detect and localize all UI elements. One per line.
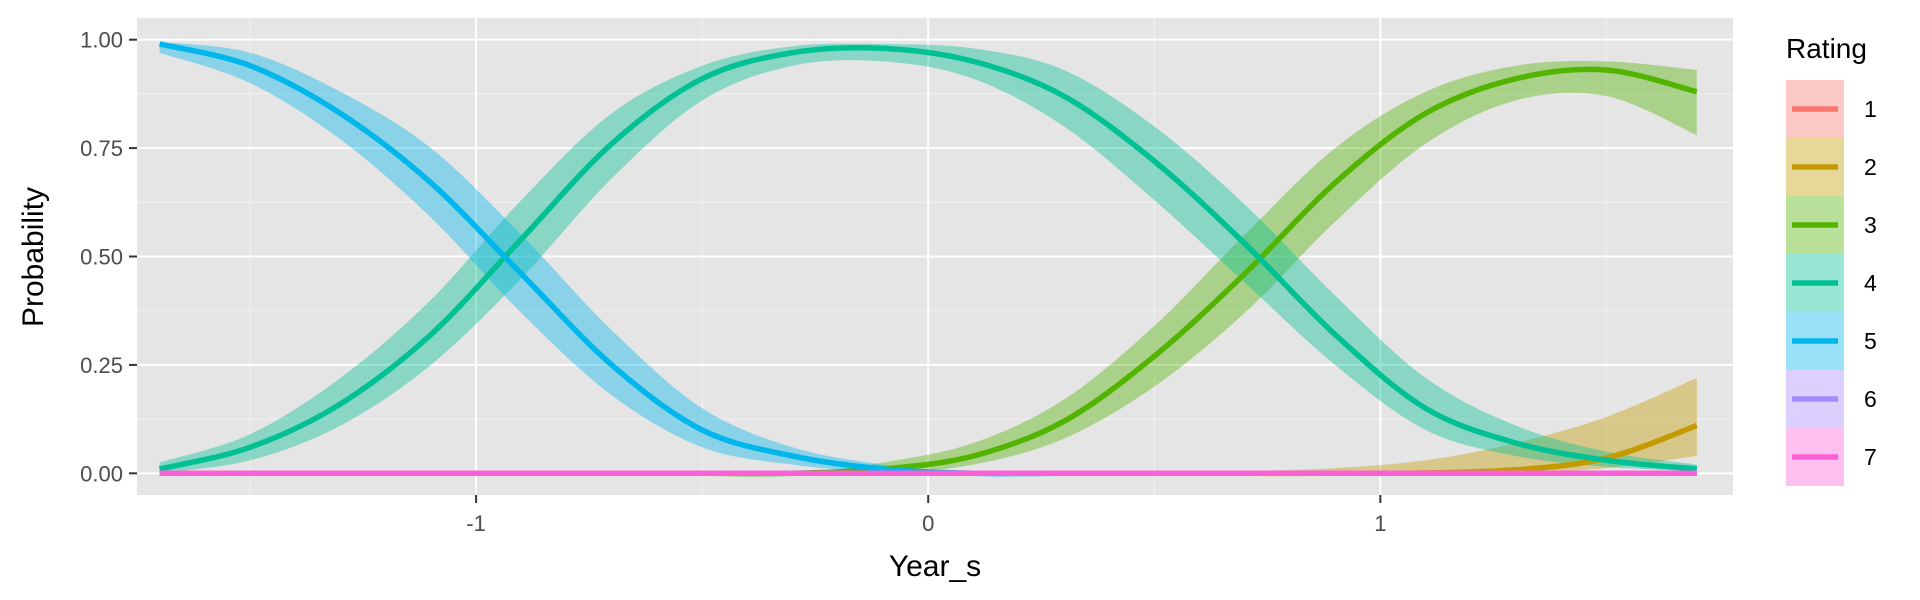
legend-item-rating-2: 2 — [1786, 138, 1877, 196]
legend: Rating 1 2 3 4 5 6 7 — [1786, 33, 1877, 486]
x-axis: -1 0 1 — [466, 495, 1386, 536]
legend-label: 1 — [1864, 96, 1877, 122]
series-lines — [158, 41, 1698, 477]
tick-label-x: -1 — [466, 511, 486, 536]
tick-label-y: 0.50 — [80, 245, 123, 270]
ribbon-rating-2 — [159, 377, 1697, 474]
legend-label: 6 — [1864, 386, 1877, 412]
legend-keys: 1 2 3 4 5 6 7 — [1786, 80, 1877, 486]
line-rating-4 — [158, 44, 1698, 472]
ribbon-rating-5 — [159, 41, 1697, 474]
legend-title: Rating — [1786, 33, 1867, 64]
ribbon-rating-4 — [159, 43, 1697, 474]
tick-label-y: 0.75 — [80, 136, 123, 161]
legend-label: 5 — [1864, 328, 1877, 354]
tick-label-x: 0 — [922, 511, 934, 536]
confidence-ribbons — [159, 41, 1697, 475]
legend-item-rating-6: 6 — [1786, 370, 1877, 428]
legend-label: 4 — [1864, 270, 1877, 296]
legend-label: 2 — [1864, 154, 1877, 180]
legend-label: 7 — [1864, 444, 1877, 470]
tick-label-y: 1.00 — [80, 28, 123, 53]
tick-label-y: 0.00 — [80, 461, 123, 486]
legend-item-rating-1: 1 — [1786, 80, 1877, 138]
legend-item-rating-3: 3 — [1786, 196, 1877, 254]
minor-gridlines — [137, 18, 1733, 495]
y-axis: 0.00 0.25 0.50 0.75 1.00 — [80, 28, 137, 486]
legend-item-rating-5: 5 — [1786, 312, 1877, 370]
legend-item-rating-4: 4 — [1786, 254, 1877, 312]
legend-label: 3 — [1864, 212, 1877, 238]
x-axis-title: Year_s — [889, 550, 981, 583]
legend-item-rating-7: 7 — [1786, 428, 1877, 486]
tick-label-x: 1 — [1374, 511, 1386, 536]
tick-label-y: 0.25 — [80, 353, 123, 378]
y-axis-title: Probability — [17, 187, 50, 327]
